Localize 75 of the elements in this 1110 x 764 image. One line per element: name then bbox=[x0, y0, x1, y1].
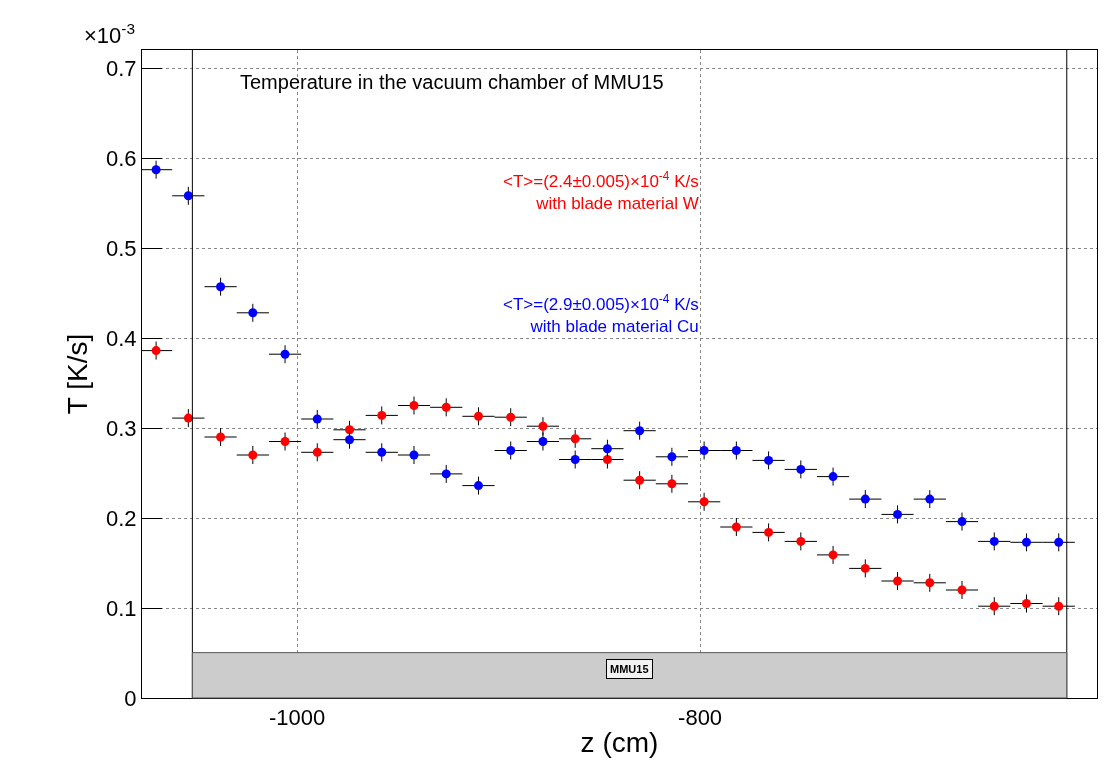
point bbox=[312, 414, 322, 424]
x-tick-label: -1000 bbox=[269, 705, 326, 731]
point bbox=[377, 447, 387, 457]
point bbox=[473, 481, 483, 491]
point bbox=[1054, 537, 1064, 547]
point bbox=[538, 421, 548, 431]
point bbox=[216, 432, 226, 442]
point bbox=[602, 455, 612, 464]
point bbox=[667, 479, 677, 489]
point bbox=[248, 450, 258, 460]
x-tick-label: -800 bbox=[678, 705, 723, 731]
point bbox=[538, 437, 548, 446]
point bbox=[860, 563, 870, 573]
text: ×10$^{-3}$ bbox=[84, 20, 136, 49]
point bbox=[345, 425, 355, 435]
point bbox=[1021, 599, 1031, 608]
point bbox=[312, 447, 322, 457]
point bbox=[345, 435, 355, 445]
point bbox=[602, 444, 612, 454]
point bbox=[989, 601, 999, 611]
point bbox=[828, 550, 838, 560]
point bbox=[280, 349, 290, 359]
point bbox=[893, 576, 903, 586]
point bbox=[764, 527, 774, 537]
point bbox=[280, 437, 290, 446]
y-tick-label: 0.4 bbox=[106, 325, 137, 351]
point bbox=[1054, 601, 1064, 611]
point bbox=[409, 401, 419, 410]
point bbox=[216, 282, 226, 292]
point bbox=[441, 402, 451, 412]
point bbox=[989, 536, 999, 546]
point bbox=[570, 455, 580, 464]
point bbox=[1021, 537, 1031, 547]
point bbox=[764, 455, 774, 465]
point bbox=[506, 412, 516, 422]
point bbox=[506, 446, 516, 455]
point bbox=[731, 522, 741, 532]
point bbox=[635, 475, 645, 485]
point bbox=[796, 464, 806, 474]
point bbox=[828, 472, 838, 482]
point bbox=[183, 191, 193, 201]
point bbox=[441, 469, 451, 479]
point bbox=[248, 308, 258, 318]
point bbox=[957, 585, 967, 595]
point bbox=[957, 517, 967, 527]
text: Temperature in the vacuum chamber of MMU15 bbox=[240, 71, 664, 93]
point bbox=[151, 346, 161, 356]
point bbox=[893, 509, 903, 519]
point bbox=[635, 426, 645, 436]
text: <T>=(2.4±0.005)×10$^{-4}$ K/s with blade material W bbox=[503, 169, 699, 214]
y-axis-title: T [K/s] bbox=[61, 333, 93, 415]
point bbox=[151, 165, 161, 175]
y-tick-label: 0.5 bbox=[106, 235, 137, 261]
point bbox=[473, 411, 483, 421]
point bbox=[925, 494, 935, 504]
point bbox=[860, 494, 870, 504]
point bbox=[925, 578, 935, 588]
point bbox=[699, 446, 709, 455]
point bbox=[667, 452, 677, 462]
point bbox=[731, 446, 741, 455]
point bbox=[377, 410, 387, 420]
y-tick-label: 0.1 bbox=[106, 595, 137, 621]
y-tick-label: 0 bbox=[124, 685, 137, 711]
point bbox=[796, 536, 806, 546]
text: <T>=(2.9±0.005)×10$^{-4}$ K/s with blade material Cu bbox=[503, 292, 699, 337]
point bbox=[699, 497, 709, 507]
band-label: MMU15 bbox=[610, 663, 649, 675]
point bbox=[409, 450, 419, 460]
x-axis-title: z (cm) bbox=[580, 726, 659, 758]
point bbox=[570, 434, 580, 444]
point bbox=[183, 413, 193, 423]
y-tick-label: 0.2 bbox=[106, 505, 137, 531]
y-tick-label: 0.7 bbox=[106, 55, 137, 81]
y-tick-label: 0.6 bbox=[106, 145, 137, 171]
y-tick-label: 0.3 bbox=[106, 415, 137, 441]
